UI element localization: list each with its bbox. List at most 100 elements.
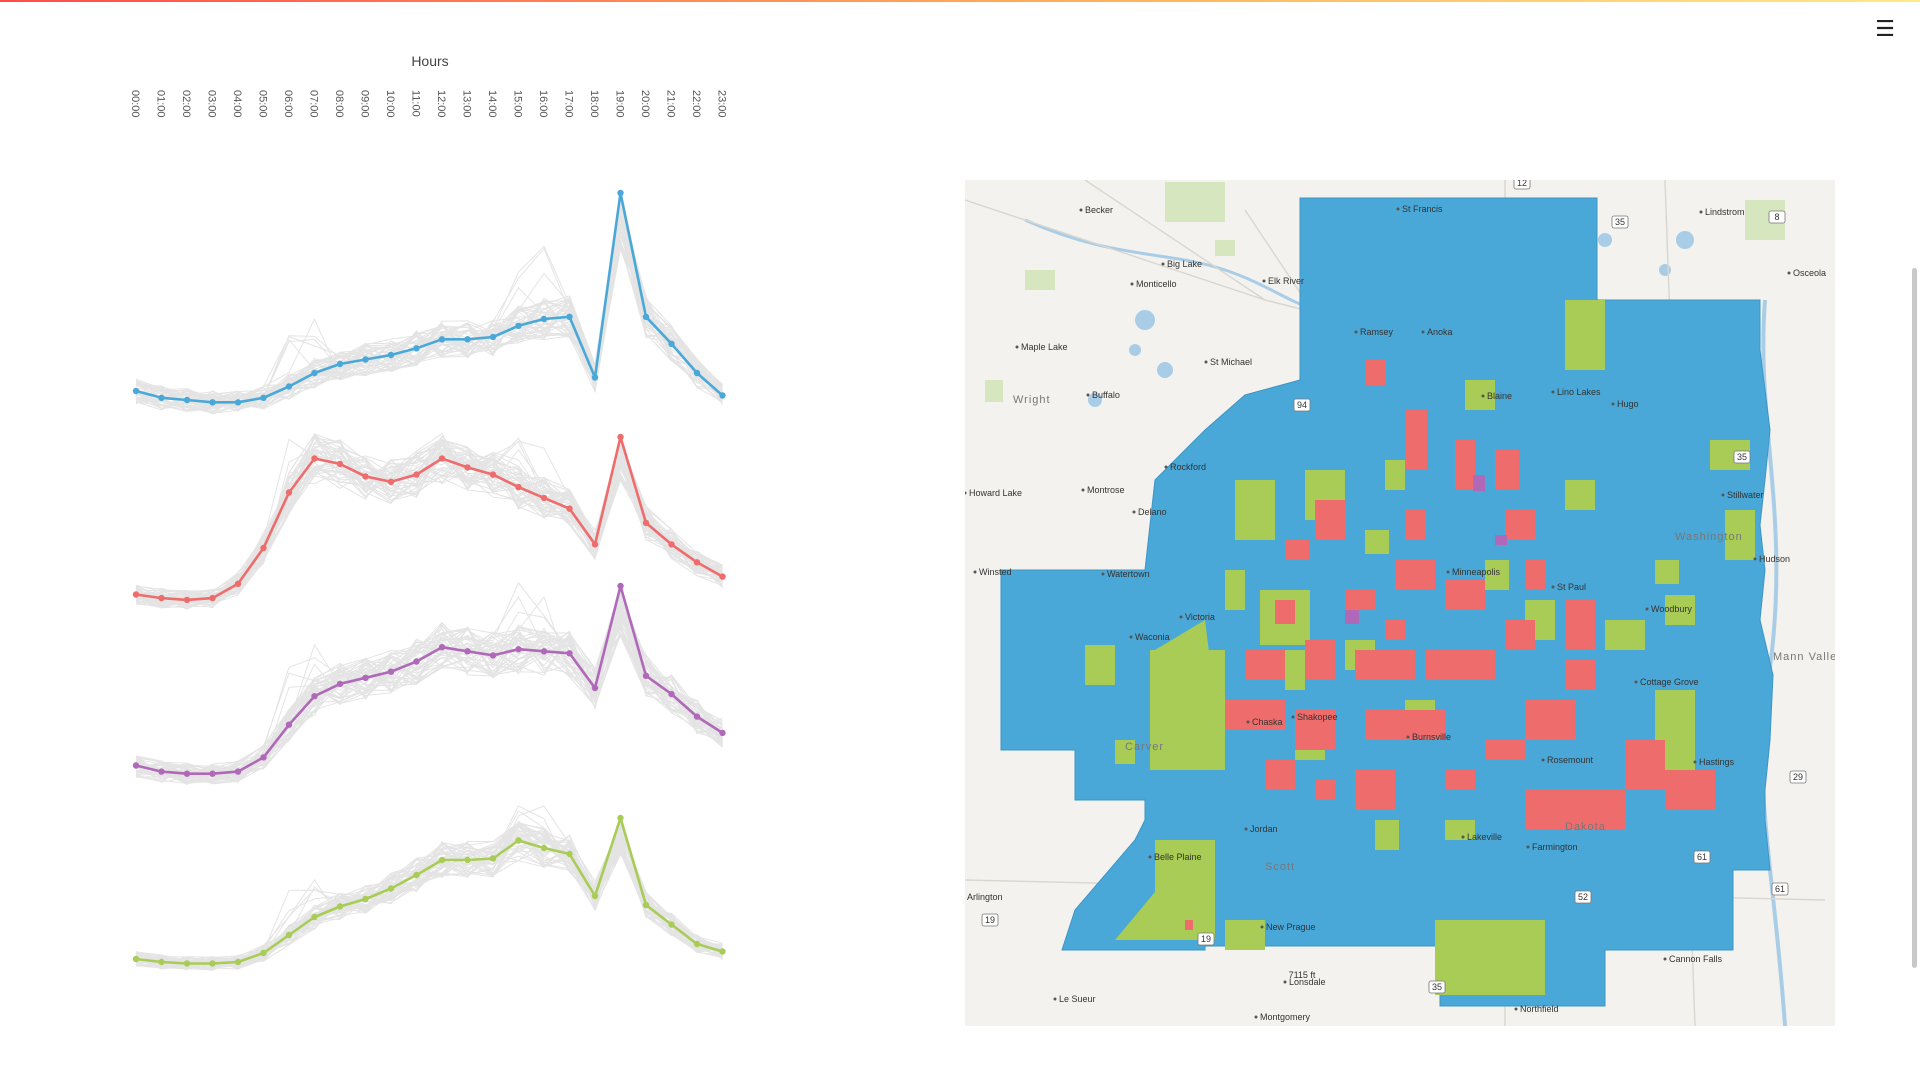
background-profile-line bbox=[135, 193, 723, 409]
background-profile-line bbox=[135, 197, 723, 413]
background-profile-line bbox=[135, 820, 723, 968]
x-tick-label: 08:00 bbox=[333, 90, 345, 118]
cluster-region-red bbox=[1315, 500, 1345, 540]
place-dot bbox=[1551, 585, 1555, 589]
cluster-region-green bbox=[1285, 650, 1305, 690]
place-dot bbox=[1787, 271, 1791, 275]
cluster-region-green bbox=[1445, 820, 1475, 840]
cluster-region-purple bbox=[1345, 610, 1359, 624]
place-label: Rosemount bbox=[1547, 755, 1594, 765]
data-point bbox=[387, 351, 395, 359]
data-point bbox=[693, 713, 701, 720]
cluster-region-green bbox=[1605, 620, 1645, 650]
cluster-region-green bbox=[1725, 510, 1755, 560]
data-point bbox=[158, 594, 165, 602]
place-label: Washington bbox=[1675, 531, 1743, 543]
place-label: Chaska bbox=[1252, 717, 1283, 727]
place-label: Victoria bbox=[1185, 612, 1215, 622]
scrollbar[interactable] bbox=[1908, 0, 1920, 1080]
data-point bbox=[642, 519, 650, 527]
data-point bbox=[362, 356, 369, 363]
place-dot bbox=[1260, 925, 1264, 929]
cluster-series-line bbox=[135, 191, 724, 404]
background-profile-line bbox=[135, 824, 723, 970]
background-profile-line bbox=[135, 838, 723, 964]
cluster-region-green bbox=[1655, 560, 1679, 584]
place-dot bbox=[1244, 827, 1248, 831]
place-dot bbox=[965, 491, 967, 495]
data-point bbox=[566, 313, 573, 320]
place-label: Big Lake bbox=[1167, 259, 1202, 269]
route-label: 7115 ft bbox=[1289, 970, 1316, 980]
x-tick-label: 05:00 bbox=[257, 90, 269, 118]
data-point bbox=[362, 674, 369, 681]
data-point bbox=[413, 658, 420, 665]
background-profile-line bbox=[135, 818, 723, 970]
data-point bbox=[515, 483, 522, 491]
place-dot bbox=[1611, 402, 1615, 406]
place-dot bbox=[1015, 345, 1019, 349]
park-area bbox=[1215, 240, 1235, 256]
cluster-region-green bbox=[1385, 460, 1405, 490]
hamburger-menu-icon[interactable]: ☰ bbox=[1875, 16, 1895, 41]
cluster-series-line bbox=[135, 435, 724, 602]
place-dot bbox=[1246, 720, 1250, 724]
place-label: Northfield bbox=[1520, 1004, 1559, 1014]
place-dot bbox=[1645, 607, 1649, 611]
data-point bbox=[336, 903, 344, 910]
x-tick-label: 10:00 bbox=[384, 90, 396, 118]
cluster-region-red bbox=[1405, 510, 1425, 540]
place-dot bbox=[1406, 735, 1410, 739]
place-label: Anoka bbox=[1427, 327, 1453, 337]
x-tick-label: 22:00 bbox=[690, 90, 702, 118]
cluster-region-red bbox=[1265, 760, 1295, 790]
place-label: Le Sueur bbox=[1059, 994, 1096, 1004]
route-label: 61 bbox=[1775, 884, 1785, 894]
cluster-region-green bbox=[1565, 480, 1595, 510]
x-tick-label: 04:00 bbox=[231, 90, 243, 118]
data-point bbox=[489, 333, 497, 341]
place-dot bbox=[1053, 997, 1057, 1001]
background-profile-line bbox=[135, 222, 723, 412]
cluster-region-green bbox=[1225, 570, 1245, 610]
x-tick-label: 16:00 bbox=[537, 90, 549, 118]
data-point bbox=[668, 340, 675, 347]
place-dot bbox=[1179, 615, 1183, 619]
place-label: Woodbury bbox=[1651, 604, 1692, 614]
place-label: Lindstrom bbox=[1705, 207, 1745, 217]
background-profile-line bbox=[135, 826, 723, 970]
cluster-region-red bbox=[1525, 700, 1575, 740]
background-profile-line bbox=[135, 598, 723, 777]
road bbox=[1084, 180, 1266, 301]
data-point bbox=[591, 374, 599, 381]
route-shield bbox=[1197, 932, 1215, 946]
background-profile-line bbox=[135, 825, 723, 964]
data-point bbox=[387, 478, 395, 485]
data-point bbox=[413, 345, 420, 352]
x-tick-label: 06:00 bbox=[282, 90, 294, 118]
background-profile-line bbox=[135, 221, 723, 409]
background-profile-line bbox=[135, 196, 723, 407]
background-profile-line bbox=[135, 817, 723, 969]
place-label: Lonsdale bbox=[1289, 977, 1326, 987]
route-label: 52 bbox=[1578, 892, 1588, 902]
background-profile-line bbox=[135, 205, 723, 412]
background-profile-line bbox=[135, 822, 723, 968]
route-label: 61 bbox=[1697, 852, 1707, 862]
data-point bbox=[642, 313, 650, 320]
x-tick-label: 15:00 bbox=[512, 90, 524, 118]
background-profile-line bbox=[135, 619, 723, 782]
place-dot bbox=[1164, 465, 1168, 469]
route-shield bbox=[1789, 770, 1807, 784]
place-label: Carver bbox=[1125, 741, 1164, 753]
cluster-map[interactable]: Becker Big Lake Monticello Elk River St Fran… bbox=[965, 180, 1835, 1026]
map-canvas[interactable]: Becker Big Lake Monticello Elk River St Fran… bbox=[965, 180, 1835, 1026]
place-dot bbox=[1699, 210, 1703, 214]
place-label: Winsted bbox=[979, 567, 1012, 577]
cluster-region-green bbox=[1485, 560, 1509, 590]
place-label: Scott bbox=[1265, 861, 1295, 873]
data-point bbox=[438, 336, 446, 343]
cluster-region-green bbox=[1375, 820, 1399, 850]
scrollbar-thumb[interactable] bbox=[1912, 268, 1917, 968]
data-point bbox=[719, 729, 726, 737]
